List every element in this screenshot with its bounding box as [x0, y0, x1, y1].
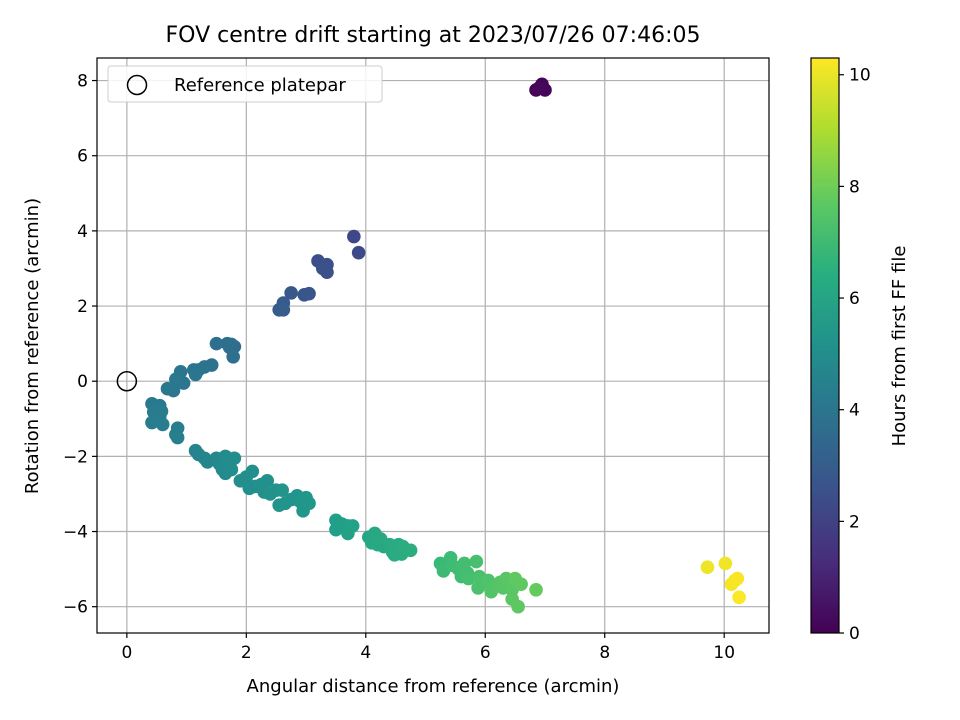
data-point	[260, 473, 275, 488]
x-tick-label: 4	[360, 643, 371, 663]
data-point	[188, 367, 203, 382]
y-tick-label: 8	[77, 72, 88, 92]
data-point	[700, 560, 715, 575]
colorbar-tick-label: 6	[849, 289, 860, 309]
data-point	[160, 381, 175, 396]
y-tick-label: 0	[77, 372, 88, 392]
colorbar-gradient	[810, 57, 840, 634]
plot-frame	[96, 57, 770, 634]
colorbar-tick-label: 10	[849, 66, 871, 86]
x-tick-label: 0	[121, 643, 132, 663]
data-point	[345, 519, 360, 533]
y-axis-ticks: −6 −4 −2 0 2 4 6 8	[63, 72, 97, 618]
data-point	[276, 302, 291, 317]
reference-marker-group	[116, 370, 138, 392]
data-point	[226, 349, 240, 364]
data-points	[145, 77, 746, 614]
data-point	[297, 287, 312, 302]
data-point	[403, 543, 418, 558]
y-tick-label: −4	[63, 523, 88, 543]
colorbar-label: Hours from first FF file	[889, 246, 910, 447]
chart-title: FOV centre drift starting at 2023/07/26 …	[166, 23, 701, 48]
data-point	[718, 556, 733, 571]
data-point	[351, 245, 366, 260]
legend: Reference platepar	[107, 65, 383, 103]
data-point	[227, 451, 242, 466]
data-point	[170, 430, 185, 445]
y-tick-label: 2	[77, 297, 88, 317]
y-tick-label: −6	[63, 598, 88, 618]
colorbar: 0 2 4 6 8 10 Hours from first FF file	[810, 57, 910, 644]
y-tick-label: 6	[77, 147, 88, 167]
y-axis-label: Rotation from reference (arcmin)	[22, 198, 43, 494]
reference-marker	[116, 370, 138, 392]
data-point	[155, 417, 170, 432]
x-tick-label: 2	[241, 643, 252, 663]
y-tick-label: 4	[77, 222, 88, 242]
y-tick-label: −2	[63, 447, 88, 467]
data-point	[347, 229, 361, 244]
legend-box	[107, 65, 383, 103]
data-point	[224, 462, 239, 477]
data-point	[461, 571, 476, 586]
x-tick-label: 6	[480, 643, 491, 663]
data-point	[732, 590, 746, 605]
data-point	[532, 81, 546, 95]
data-point	[209, 336, 224, 351]
data-point	[275, 483, 289, 497]
data-point	[511, 599, 525, 614]
colorbar-ticks: 0 2 4 6 8 10	[839, 66, 871, 644]
x-axis-ticks: 0 2 4 6 8 10	[121, 633, 735, 663]
data-point	[284, 286, 298, 300]
data-point	[471, 581, 485, 595]
data-point	[508, 571, 522, 586]
data-point	[529, 582, 543, 597]
data-point	[245, 464, 260, 479]
data-point	[169, 372, 183, 387]
colorbar-tick-label: 4	[849, 401, 860, 421]
x-axis-label: Angular distance from reference (arcmin)	[247, 676, 620, 697]
colorbar-tick-label: 2	[849, 512, 860, 532]
legend-entry-reference: Reference platepar	[174, 75, 346, 96]
data-point	[302, 496, 316, 511]
data-point	[469, 554, 484, 569]
data-point	[730, 571, 745, 586]
grid-lines	[97, 58, 769, 633]
colorbar-tick-label: 8	[849, 177, 860, 197]
colorbar-tick-label: 0	[849, 624, 860, 644]
data-point	[320, 265, 334, 280]
x-tick-label: 10	[713, 643, 735, 663]
legend-marker-circle	[126, 74, 148, 96]
x-tick-label: 8	[599, 643, 610, 663]
